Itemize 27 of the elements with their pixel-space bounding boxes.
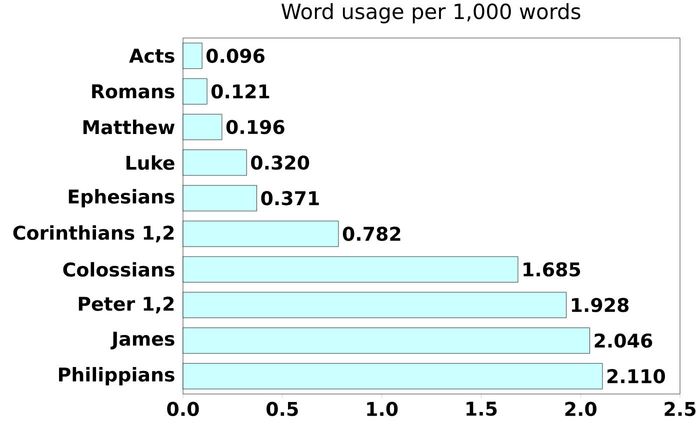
x-tick-label: 2.5 bbox=[664, 402, 696, 416]
y-tick-label: Romans bbox=[92, 84, 174, 98]
y-tick-label: Philippians bbox=[59, 367, 174, 386]
y-tick-label: Peter 1,2 bbox=[78, 296, 174, 314]
y-tick-label: Matthew bbox=[83, 120, 175, 134]
data-label: 0.782 bbox=[342, 226, 400, 241]
data-label: 0.096 bbox=[206, 48, 264, 63]
data-label: 0.371 bbox=[261, 191, 319, 206]
y-tick-label: Corinthians 1,2 bbox=[13, 225, 174, 242]
data-label: 1.928 bbox=[572, 298, 629, 312]
y-tick-label: Ephesians bbox=[68, 189, 174, 208]
x-tick-label: 2.0 bbox=[565, 402, 596, 416]
chart-title: Word usage per 1,000 words bbox=[281, 3, 580, 24]
data-label: 1.685 bbox=[524, 262, 580, 277]
data-label: 0.196 bbox=[226, 120, 284, 134]
y-tick-label: Luke bbox=[126, 155, 174, 170]
x-tick-label: 0.5 bbox=[266, 402, 298, 416]
data-label: 2.110 bbox=[607, 369, 665, 384]
y-tick-label: Colossians bbox=[63, 262, 174, 277]
x-tick-label: 1.0 bbox=[367, 402, 398, 416]
y-tick-label: James bbox=[110, 332, 174, 350]
data-label: 0.121 bbox=[211, 84, 270, 99]
x-tick-label: 0.0 bbox=[167, 402, 199, 416]
x-tick-label: 1.5 bbox=[466, 402, 497, 416]
y-tick-label: Acts bbox=[129, 48, 174, 63]
data-label: 2.046 bbox=[594, 333, 652, 348]
data-label: 0.320 bbox=[251, 155, 310, 170]
